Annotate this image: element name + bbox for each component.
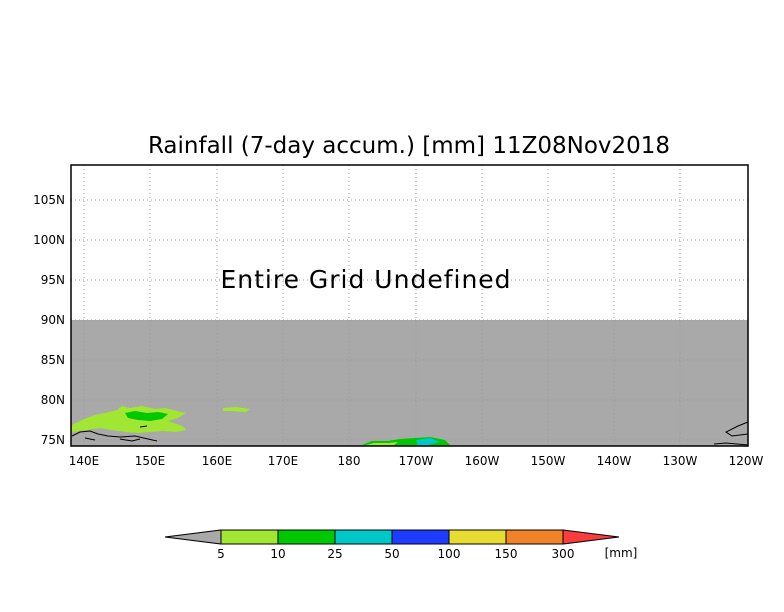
colorbar-swatch-2	[277, 529, 336, 545]
rain-patch-central-cyan	[416, 438, 440, 445]
coastlines	[71, 421, 749, 446]
lat-label-75n: 75N	[41, 433, 65, 447]
lat-label-85n: 85N	[41, 353, 65, 367]
lat-label-80n: 80N	[41, 393, 65, 407]
lat-label-90n: 90N	[41, 313, 65, 327]
lon-label-140e: 140E	[69, 454, 100, 468]
rain-patch-central-light	[366, 442, 398, 445]
map-panel: Entire Grid Undefined	[70, 164, 749, 447]
colorbar-unit: [mm]	[605, 546, 638, 560]
lon-axis: 140E 150E 160E 170E 180 170W 160W 150W 1…	[69, 454, 764, 468]
lon-label-120w: 120W	[729, 454, 764, 468]
colorbar-swatch-1	[220, 529, 279, 545]
lon-label-170w: 170W	[399, 454, 434, 468]
rain-patch-east-small	[223, 407, 250, 412]
coastline-east	[713, 421, 749, 446]
colorbar-label-5: 5	[217, 547, 225, 561]
colorbar-label-10: 10	[270, 547, 285, 561]
colorbar-swatch-3	[334, 529, 393, 545]
map-frame	[70, 164, 749, 447]
lon-label-150e: 150E	[135, 454, 166, 468]
lat-axis: 105N 100N 95N 90N 85N 80N 75N	[33, 193, 65, 447]
lon-label-180: 180	[338, 454, 361, 468]
colorbar-label-25: 25	[327, 547, 342, 561]
undefined-region	[71, 320, 748, 446]
lat-label-95n: 95N	[41, 273, 65, 287]
lon-label-160w: 160W	[465, 454, 500, 468]
colorbar-label-100: 100	[438, 547, 461, 561]
undefined-message: Entire Grid Undefined	[220, 265, 511, 294]
rain-patch-west-green	[125, 411, 168, 421]
colorbar-label-150: 150	[495, 547, 518, 561]
colorbar-swatch-5	[448, 529, 507, 545]
colorbar: 5 10 25 50 100 150 300 [mm]	[164, 529, 638, 561]
rain-patches	[72, 406, 450, 445]
colorbar-label-300: 300	[552, 547, 575, 561]
lon-label-140w: 140W	[597, 454, 632, 468]
lat-label-100n: 100N	[33, 233, 65, 247]
lat-label-105n: 105N	[33, 193, 65, 207]
colorbar-swatch-6	[505, 529, 564, 545]
map-title: Rainfall (7-day accum.) [mm] 11Z08Nov201…	[148, 133, 670, 159]
colorbar-undefined-triangle	[164, 529, 222, 545]
graticule	[71, 165, 748, 446]
colorbar-swatch-4	[391, 529, 450, 545]
coastline-west	[71, 425, 158, 442]
lon-label-170e: 170E	[268, 454, 299, 468]
colorbar-max-triangle	[562, 529, 620, 545]
lon-label-150w: 150W	[531, 454, 566, 468]
colorbar-label-50: 50	[384, 547, 399, 561]
lon-label-160e: 160E	[202, 454, 233, 468]
lon-label-130w: 130W	[663, 454, 698, 468]
